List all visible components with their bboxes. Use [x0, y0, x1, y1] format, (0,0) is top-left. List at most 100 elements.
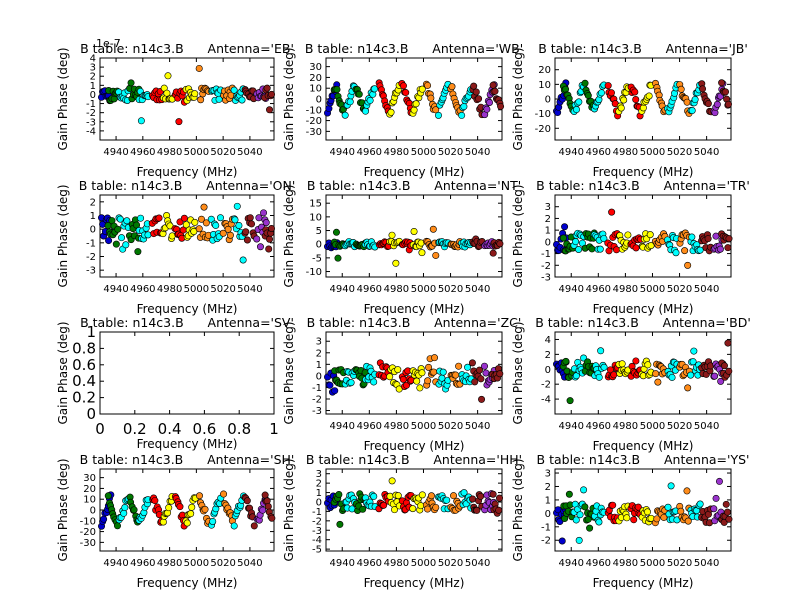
data-point [630, 516, 638, 524]
y-tick-label: 10 [309, 212, 322, 223]
data-point [209, 517, 217, 525]
data-point [450, 492, 458, 500]
chart-title: B table: n14c3.B Antenna='ON' [79, 178, 296, 193]
data-point [418, 491, 426, 499]
x-tick-label: 0 [95, 420, 105, 438]
data-point [238, 96, 246, 104]
chart-title: B table: n14c3.B Antenna='TR' [536, 178, 750, 193]
x-tick-label: 5020 [438, 421, 463, 432]
x-tick-label: 4940 [330, 421, 355, 432]
data-point [182, 221, 190, 229]
data-point [410, 227, 418, 235]
data-point [688, 107, 696, 115]
data-points [97, 64, 276, 126]
y-tick-label: 3 [316, 337, 322, 348]
y-tick-label: 1 [90, 211, 96, 222]
data-point [387, 108, 395, 116]
chart-panel: B table: n14c3.B Antenna='SH' 4940 4960 498… [56, 452, 294, 590]
data-point [481, 362, 489, 370]
data-point [448, 83, 456, 91]
data-point [263, 84, 271, 92]
data-point [187, 510, 195, 518]
data-point [399, 375, 407, 383]
x-tick-label: 5040 [465, 558, 490, 569]
data-point [239, 256, 247, 264]
data-point [355, 90, 363, 98]
y-tick-label: -10 [306, 267, 322, 278]
data-point [190, 227, 198, 235]
x-tick-label: 5000 [640, 558, 665, 569]
y-tick-label: -20 [535, 124, 551, 135]
data-point [483, 105, 491, 113]
y-axis-label: Gain Phase (deg) [511, 321, 525, 424]
data-point [684, 261, 692, 269]
data-point [370, 378, 378, 386]
x-tick-label: 5040 [694, 558, 719, 569]
x-tick-label: 4980 [157, 147, 182, 158]
x-tick-label: 4960 [357, 147, 382, 158]
data-point [464, 363, 472, 371]
y-tick-label: -2 [86, 252, 96, 263]
data-point [399, 82, 407, 90]
data-point [191, 90, 199, 98]
data-point [439, 368, 447, 376]
data-point [596, 245, 604, 253]
x-tick-label: 5000 [184, 558, 209, 569]
data-point [581, 503, 589, 511]
x-tick-label: 0.2 [123, 420, 147, 438]
data-point [724, 339, 732, 347]
x-tick-label: 4960 [130, 558, 155, 569]
data-point [123, 217, 131, 225]
data-points [324, 79, 505, 119]
y-tick-label: -1 [312, 383, 322, 394]
data-point [195, 492, 203, 500]
data-point [248, 220, 256, 228]
data-point [332, 228, 340, 236]
data-point [497, 102, 505, 110]
x-tick-label: 5040 [694, 284, 719, 295]
y-tick-label: -2 [541, 261, 551, 272]
data-point [121, 504, 129, 512]
data-point [725, 515, 733, 523]
chart-title: B table: n14c3.B Antenna='WB' [305, 41, 523, 56]
y-tick-label: 4 [90, 54, 96, 65]
data-point [335, 490, 343, 498]
data-point [212, 221, 220, 229]
data-point [443, 496, 451, 504]
chart-title: B table: n14c3.B Antenna='YS' [537, 452, 750, 467]
data-point [104, 492, 112, 500]
chart-panel: B table: n14c3.B Antenna='ZC' 4940 4960 498… [282, 315, 521, 453]
y-tick-label: -30 [306, 127, 322, 138]
x-axis-label: Frequency (MHz) [364, 302, 465, 316]
data-point [429, 225, 437, 233]
x-tick-label: 4980 [384, 147, 409, 158]
data-point [558, 537, 566, 545]
y-tick-label: -4 [312, 535, 322, 546]
data-point [412, 100, 420, 108]
chart-panel: B table: n14c3.B Antenna='EB' 4940 4960 498… [56, 41, 294, 179]
data-point [478, 395, 486, 403]
y-tick-label: -3 [312, 406, 322, 417]
y-tick-label: -1 [86, 238, 96, 249]
chart-title: B table: n14c3.B Antenna='BD' [535, 315, 751, 330]
data-points [553, 79, 732, 120]
data-point [677, 507, 685, 515]
y-tick-label: -1 [312, 507, 322, 518]
data-point [331, 387, 339, 395]
data-point [432, 251, 440, 259]
y-tick-label: 10 [83, 495, 96, 506]
data-point [477, 492, 485, 500]
data-point [471, 378, 479, 386]
data-point [112, 240, 120, 248]
y-tick-label: 2 [316, 479, 322, 490]
data-point [220, 490, 228, 498]
data-point [259, 506, 267, 514]
data-point [639, 104, 647, 112]
y-tick-label: 1 [316, 360, 322, 371]
y-tick-label: -4 [86, 126, 96, 137]
data-point [644, 361, 652, 369]
y-tick-label: -10 [306, 105, 322, 116]
data-point [565, 490, 573, 498]
data-point [230, 522, 238, 530]
data-point [646, 231, 654, 239]
